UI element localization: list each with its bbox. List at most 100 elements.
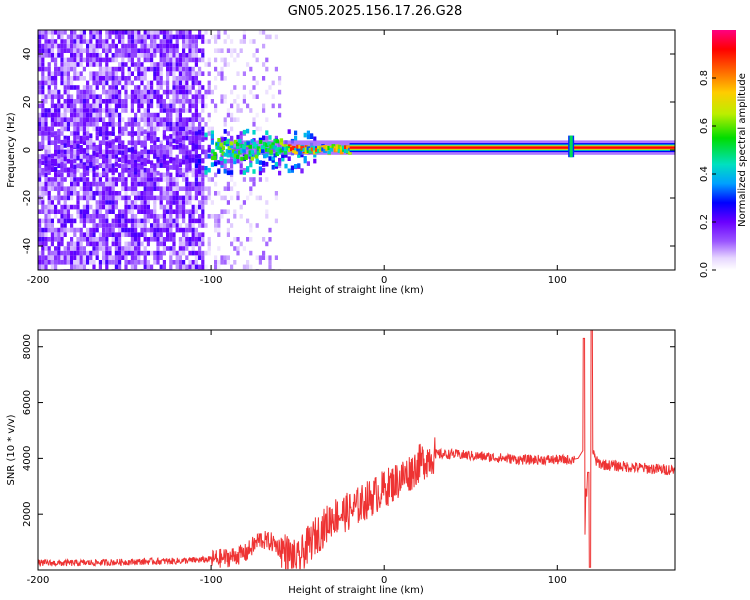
heatmap-cell xyxy=(194,241,198,247)
heatmap-cell xyxy=(182,34,186,40)
signal-band xyxy=(349,146,675,149)
heatmap-cell xyxy=(86,260,90,265)
heatmap-cell xyxy=(178,112,182,118)
heatmap-cell xyxy=(63,195,67,201)
heatmap-cell xyxy=(137,260,141,265)
heatmap-cell xyxy=(70,57,74,63)
heatmap-cell xyxy=(191,99,195,104)
heatmap-cell xyxy=(226,232,230,237)
heatmap-cell xyxy=(111,76,115,81)
heatmap-cell xyxy=(38,34,42,40)
signal-cell xyxy=(271,142,275,147)
heatmap-cell xyxy=(262,255,266,260)
heatmap-cell xyxy=(86,122,90,127)
heatmap-cell xyxy=(214,181,218,187)
heatmap-cell xyxy=(198,99,202,104)
signal-cell xyxy=(317,148,321,153)
heatmap-cell xyxy=(95,108,99,113)
heatmap-cell xyxy=(223,186,227,191)
heatmap-cell xyxy=(150,223,154,228)
heatmap-cell xyxy=(41,237,45,242)
heatmap-cell xyxy=(210,89,214,95)
heatmap-cell xyxy=(175,181,179,187)
heatmap-cell xyxy=(54,112,58,118)
heatmap-cell xyxy=(134,237,138,242)
heatmap-cell xyxy=(156,112,160,118)
heatmap-cell xyxy=(140,260,144,265)
signal-cell xyxy=(229,152,234,157)
heatmap-cell xyxy=(175,80,179,86)
heatmap-cell xyxy=(70,151,74,157)
heatmap-cell xyxy=(194,186,198,191)
heatmap-cell xyxy=(130,223,134,228)
heatmap-cell xyxy=(54,161,58,167)
heatmap-cell xyxy=(50,260,54,265)
heatmap-cell xyxy=(38,241,42,247)
heatmap-cell xyxy=(146,34,150,40)
heatmap-cell xyxy=(178,204,182,210)
heatmap-cell xyxy=(73,154,77,159)
heatmap-cell xyxy=(95,204,99,210)
y-tick-label: 40 xyxy=(22,48,33,61)
heatmap-cell xyxy=(70,122,74,127)
heatmap-cell xyxy=(73,48,77,53)
heatmap-cell xyxy=(236,71,240,76)
heatmap-cell xyxy=(191,154,195,159)
heatmap-cell xyxy=(130,250,134,256)
heatmap-cell xyxy=(95,149,99,155)
heatmap-cell xyxy=(108,34,112,40)
heatmap-cell xyxy=(198,264,202,270)
heatmap-cell xyxy=(63,218,67,224)
heatmap-cell xyxy=(150,195,154,201)
heatmap-cell xyxy=(172,145,176,150)
heatmap-cell xyxy=(230,89,234,95)
heatmap-cell xyxy=(159,158,163,164)
heatmap-cell xyxy=(150,43,154,49)
heatmap-cell xyxy=(156,76,160,81)
heatmap-cell xyxy=(38,154,42,159)
heatmap-cell xyxy=(172,53,176,58)
heatmap-cell xyxy=(262,76,266,81)
heatmap-cell xyxy=(188,191,192,196)
heatmap-cell xyxy=(92,237,96,242)
signal-cell xyxy=(317,145,321,150)
heatmap-cell xyxy=(111,108,115,113)
heatmap-cell xyxy=(255,112,259,118)
heatmap-cell xyxy=(156,99,160,104)
heatmap-cell xyxy=(178,241,182,247)
heatmap-cell xyxy=(143,99,147,104)
heatmap-cell xyxy=(143,48,147,53)
signal-cell xyxy=(225,142,230,147)
heatmap-cell xyxy=(121,186,125,191)
heatmap-cell xyxy=(172,138,176,144)
heatmap-cell xyxy=(274,34,278,40)
heatmap-cell xyxy=(156,223,160,228)
heatmap-cell xyxy=(98,129,102,135)
heatmap-cell xyxy=(162,177,166,182)
heatmap-cell xyxy=(127,94,131,99)
heatmap-cell xyxy=(50,132,54,138)
heatmap-cell xyxy=(265,214,269,219)
heatmap-cell xyxy=(242,177,246,182)
y-tick-label: 2000 xyxy=(22,501,33,526)
heatmap-cell xyxy=(143,30,147,35)
heatmap-cell xyxy=(44,53,48,58)
heatmap-cell xyxy=(82,131,86,136)
heatmap-cell xyxy=(188,154,192,159)
heatmap-cell xyxy=(44,122,48,127)
heatmap-cell xyxy=(60,181,64,187)
heatmap-cell xyxy=(159,62,163,67)
heatmap-cell xyxy=(182,149,186,155)
heatmap-cell xyxy=(178,158,182,164)
heatmap-cell xyxy=(57,158,61,164)
heatmap-cell xyxy=(98,71,102,76)
heatmap-cell xyxy=(143,57,147,63)
heatmap-cell xyxy=(191,53,195,58)
heatmap-cell xyxy=(127,57,131,63)
heatmap-cell xyxy=(66,39,70,44)
heatmap-cell xyxy=(102,149,106,155)
heatmap-cell xyxy=(166,122,170,127)
heatmap-cell xyxy=(182,168,186,173)
heatmap-cell xyxy=(185,167,189,173)
